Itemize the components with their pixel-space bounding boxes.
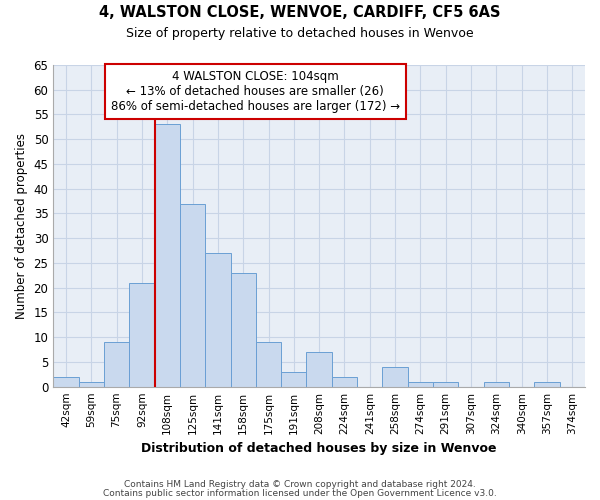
Bar — [104, 342, 129, 386]
Text: 4 WALSTON CLOSE: 104sqm
← 13% of detached houses are smaller (26)
86% of semi-de: 4 WALSTON CLOSE: 104sqm ← 13% of detache… — [111, 70, 400, 113]
Bar — [307, 352, 332, 386]
Bar — [332, 377, 357, 386]
Text: Contains public sector information licensed under the Open Government Licence v3: Contains public sector information licen… — [103, 488, 497, 498]
Text: Size of property relative to detached houses in Wenvoe: Size of property relative to detached ho… — [126, 28, 474, 40]
Bar — [53, 377, 79, 386]
Bar — [535, 382, 560, 386]
X-axis label: Distribution of detached houses by size in Wenvoe: Distribution of detached houses by size … — [142, 442, 497, 455]
Bar — [205, 253, 230, 386]
Bar — [256, 342, 281, 386]
Bar — [155, 124, 180, 386]
Bar — [382, 367, 408, 386]
Text: Contains HM Land Registry data © Crown copyright and database right 2024.: Contains HM Land Registry data © Crown c… — [124, 480, 476, 489]
Bar — [281, 372, 307, 386]
Bar — [230, 273, 256, 386]
Bar — [408, 382, 433, 386]
Bar — [79, 382, 104, 386]
Text: 4, WALSTON CLOSE, WENVOE, CARDIFF, CF5 6AS: 4, WALSTON CLOSE, WENVOE, CARDIFF, CF5 6… — [99, 5, 501, 20]
Bar — [180, 204, 205, 386]
Bar — [484, 382, 509, 386]
Bar — [433, 382, 458, 386]
Y-axis label: Number of detached properties: Number of detached properties — [15, 133, 28, 319]
Bar — [129, 283, 155, 387]
